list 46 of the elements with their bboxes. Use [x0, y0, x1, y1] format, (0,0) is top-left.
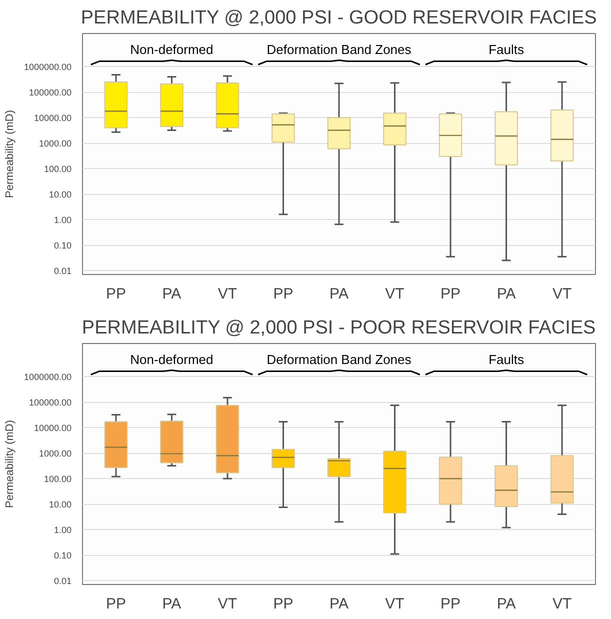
y-tick-label: 10000.00	[34, 113, 72, 124]
y-tick-label: 10.00	[48, 500, 72, 510]
x-tick-label: VT	[218, 286, 238, 302]
annotation: Deformation Band Zones	[266, 42, 412, 57]
y-tick-label: 1000000.00	[24, 62, 72, 72]
y-tick-label: 10.00	[48, 190, 72, 200]
x-tick-label: PP	[106, 286, 126, 302]
y-tick-label: 10000.00	[34, 423, 72, 434]
chart-title: PERMEABILITY @ 2,000 PSI - GOOD RESERVOIR FACIES	[80, 8, 597, 28]
x-tick-label: PP	[440, 286, 461, 302]
x-tick-label: VT	[385, 286, 404, 302]
x-tick-label: VT	[218, 596, 238, 612]
y-tick-label: 100.00	[44, 474, 72, 484]
x-tick-label: PA	[496, 596, 516, 612]
x-tick-label: VT	[552, 286, 572, 302]
x-tick-label: PA	[162, 286, 182, 302]
y-tick-label: 1000.00	[38, 448, 72, 459]
x-tick-label: VT	[385, 596, 404, 612]
x-tick-label: PA	[330, 286, 348, 302]
y-tick-label: 0.01	[54, 576, 72, 586]
y-tick-label: 100000.00	[28, 398, 72, 408]
y-tick-label: 0.10	[54, 240, 72, 251]
annotation: Deformation Band Zones	[266, 352, 412, 367]
y-tick-label: 0.10	[54, 550, 72, 561]
y-tick-label: 100000.00	[28, 88, 72, 98]
x-tick-label: PA	[330, 596, 348, 612]
annotation: Faults	[488, 42, 524, 57]
x-tick-label: VT	[552, 596, 572, 612]
y-tick-label: 1.00	[54, 215, 72, 226]
x-tick-label: PP	[106, 596, 126, 612]
annotation: Non-deformed	[130, 42, 214, 57]
y-tick-label: 0.01	[54, 266, 72, 276]
y-tick-label: 1000000.00	[24, 372, 72, 382]
annotation: Faults	[488, 352, 524, 367]
x-tick-label: PA	[162, 596, 182, 612]
x-tick-label: PP	[273, 286, 294, 302]
x-tick-label: PP	[440, 596, 461, 612]
y-tick-label: 1.00	[54, 525, 72, 536]
y-tick-label: 100.00	[44, 164, 72, 174]
x-tick-label: PA	[496, 286, 516, 302]
x-tick-label: PP	[273, 596, 294, 612]
y-axis-title: Permeability (mD)	[4, 110, 16, 198]
y-tick-label: 1000.00	[38, 138, 72, 149]
annotation: Non-deformed	[130, 352, 214, 367]
chart-title: PERMEABILITY @ 2,000 PSI - POOR RESERVOIR FACIES	[82, 318, 596, 338]
y-axis-title: Permeability (mD)	[4, 420, 16, 508]
